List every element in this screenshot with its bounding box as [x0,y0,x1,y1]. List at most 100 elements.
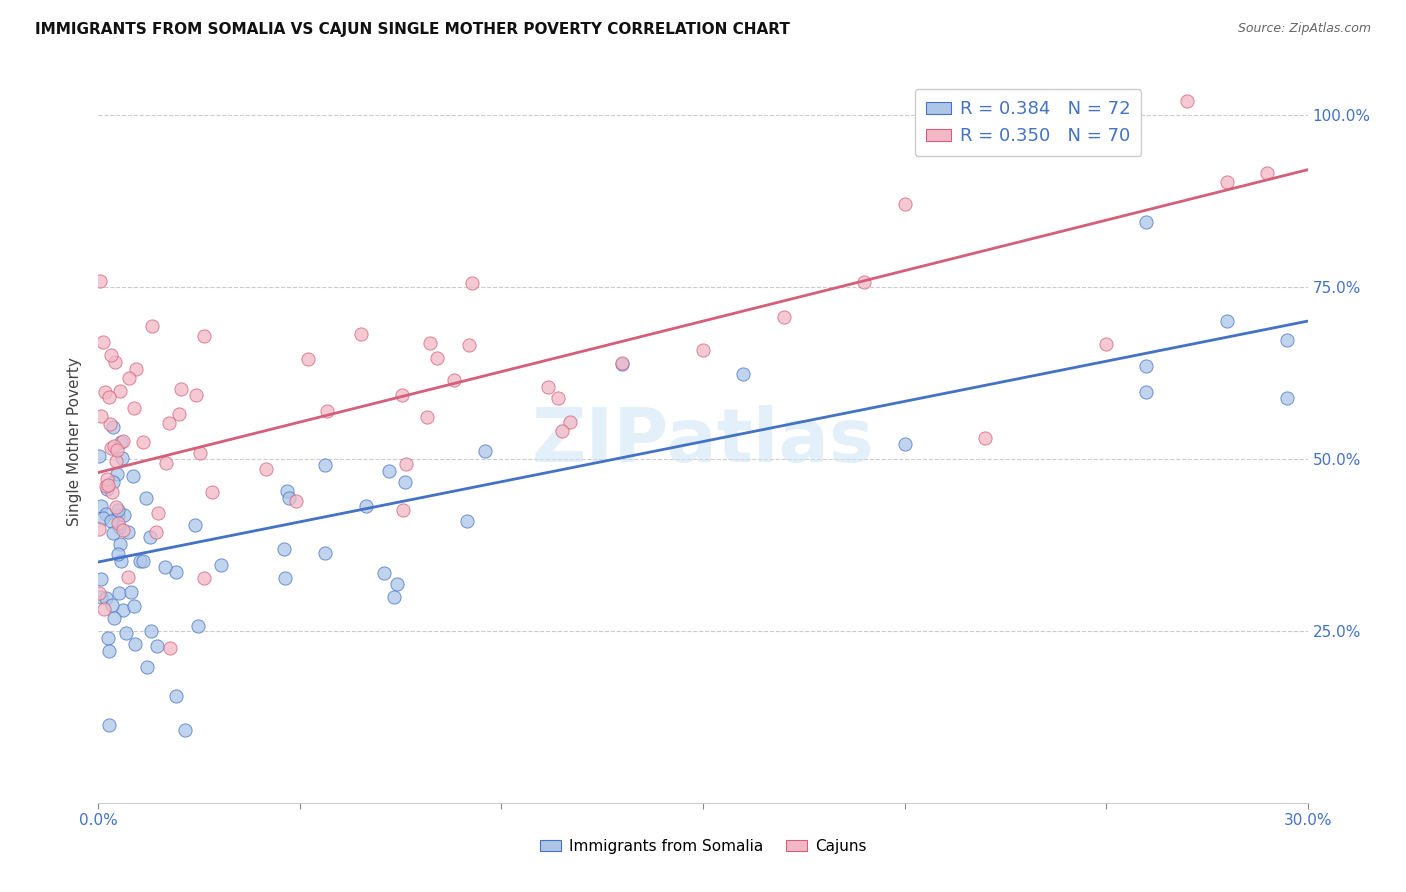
Point [91,334,114,349]
Y-axis label: Single Mother Poverty: Single Mother Poverty [67,357,83,526]
Point [110,435,132,450]
Point [107,508,129,522]
Point [103,439,125,453]
Point [124,401,146,415]
Point [141,319,163,334]
Point [165,566,187,580]
Point [159,640,181,655]
Point [284,494,307,508]
Point [1135,215,1157,229]
Point [112,508,135,522]
Point [1135,359,1157,373]
Point [461,277,484,291]
Point [387,576,409,591]
Point [193,571,215,585]
Point [105,467,128,481]
Point [101,599,124,613]
Point [474,444,496,458]
Point [98,644,121,658]
Point [117,524,139,539]
Point [551,424,574,438]
Point [97,631,120,645]
Point [297,352,319,367]
Point [1135,385,1157,400]
Point [103,611,125,625]
Point [395,457,418,471]
Point [100,441,122,455]
Point [391,502,413,516]
Point [104,355,127,369]
Point [1175,94,1198,108]
Point [853,275,876,289]
Point [107,503,129,517]
Point [122,599,145,613]
Point [893,197,915,211]
Point [173,723,195,738]
Point [170,382,193,396]
Point [157,416,180,430]
Point [314,458,336,472]
Point [94,385,117,400]
Point [155,456,177,470]
Point [772,310,794,324]
Point [153,560,176,574]
Point [93,602,115,616]
Point [114,625,136,640]
Point [89,274,111,288]
Point [184,518,207,533]
Point [211,558,233,572]
Point [169,407,191,421]
Point [254,462,277,476]
Point [316,404,339,418]
Point [187,619,209,633]
Point [1277,392,1299,406]
Point [132,434,155,449]
Point [125,362,148,376]
Point [112,602,135,616]
Point [145,525,167,540]
Point [1256,166,1278,180]
Point [118,371,141,385]
Point [96,507,118,521]
Point [90,409,112,424]
Point [537,380,560,394]
Point [139,529,162,543]
Point [90,572,112,586]
Point [612,357,634,371]
Point [111,451,134,466]
Point [108,537,131,551]
Point [277,491,299,505]
Text: IMMIGRANTS FROM SOMALIA VS CAJUN SINGLE MOTHER POVERTY CORRELATION CHART: IMMIGRANTS FROM SOMALIA VS CAJUN SINGLE … [35,22,790,37]
Point [974,431,997,445]
Point [105,442,128,457]
Point [560,415,582,429]
Legend: Immigrants from Somalia, Cajuns: Immigrants from Somalia, Cajuns [533,833,873,860]
Point [128,553,150,567]
Point [273,542,295,557]
Point [193,329,215,343]
Point [612,356,634,370]
Point [692,343,714,358]
Point [419,336,441,351]
Point [105,500,128,514]
Text: Source: ZipAtlas.com: Source: ZipAtlas.com [1237,22,1371,36]
Point [416,410,439,425]
Point [96,479,118,493]
Point [276,484,298,499]
Point [1216,313,1239,327]
Point [120,585,142,599]
Point [1216,175,1239,189]
Point [90,499,112,513]
Point [117,570,139,584]
Point [105,454,128,468]
Point [100,347,122,361]
Point [90,590,112,604]
Point [1095,336,1118,351]
Point [135,491,157,505]
Point [89,522,111,536]
Point [426,351,449,366]
Point [136,660,159,674]
Point [139,624,162,638]
Point [458,338,481,352]
Point [103,525,125,540]
